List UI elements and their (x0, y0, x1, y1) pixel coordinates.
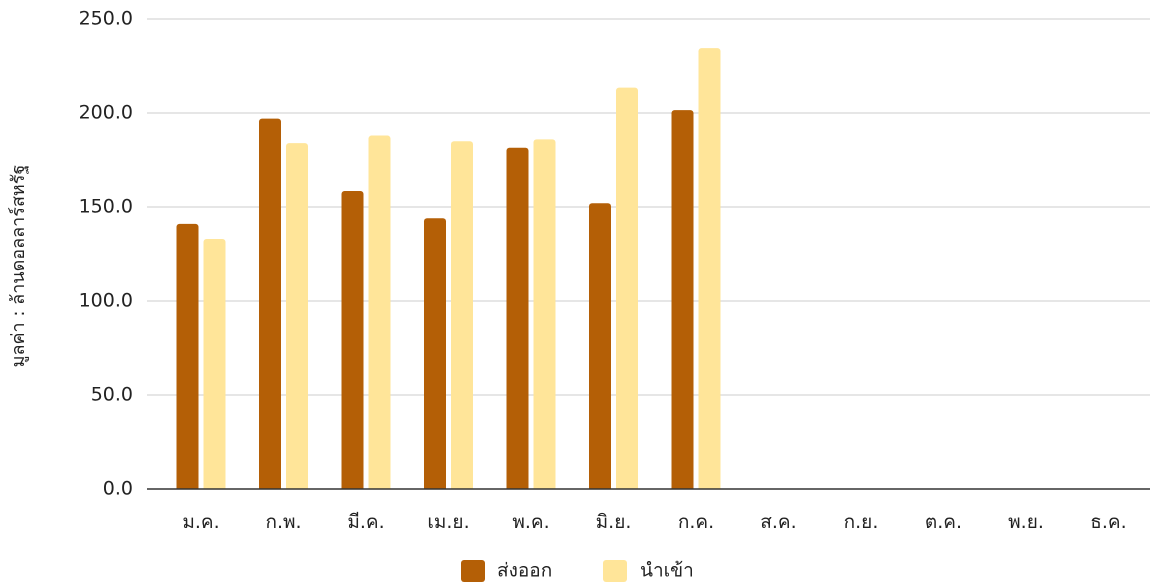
bar-import (616, 87, 638, 490)
bar-export (341, 191, 364, 489)
bar-export (176, 223, 199, 490)
y-axis-label: มูลค่า : ล้านดอลลาร์สหรัฐ (8, 165, 29, 368)
bar-import (451, 141, 473, 489)
x-tick-label: มิ.ย. (596, 511, 632, 533)
bar-base (671, 485, 694, 489)
bar-import (368, 135, 391, 489)
bar-export (424, 218, 446, 489)
y-tick-label: 50.0 (91, 384, 133, 406)
y-tick-label: 0.0 (103, 478, 133, 500)
x-tick-label: ก.ย. (844, 511, 879, 533)
x-tick-label: มี.ค. (347, 511, 384, 533)
bar-base (451, 485, 473, 489)
bar-base (424, 485, 446, 489)
y-tick-label: 250.0 (79, 8, 133, 30)
bar-base (203, 485, 226, 489)
bar-export (589, 203, 611, 490)
x-tick-label: ก.พ. (265, 511, 301, 533)
bar-base (698, 485, 721, 489)
x-tick-labels: ม.ค. ก.พ. มี.ค. เม.ย. พ.ค. มิ.ย. ก.ค. ส.ค. ก.ย. ต… (182, 511, 1126, 533)
bar-base (616, 485, 638, 489)
bar-import (533, 139, 556, 489)
bar-export (671, 110, 694, 490)
bar-import (203, 238, 226, 489)
x-tick-label: ต.ค. (925, 511, 962, 533)
y-tick-label: 150.0 (79, 196, 133, 218)
bar-export (259, 118, 281, 489)
legend-label: ส่งออก (497, 560, 552, 582)
x-tick-label: พ.ค. (512, 511, 549, 533)
x-tick-label: เม.ย. (427, 511, 469, 533)
bar-base (589, 485, 611, 489)
x-tick-label: พ.ย. (1008, 511, 1044, 533)
bar-base (286, 485, 308, 489)
bar-base (533, 485, 556, 489)
bar-import (286, 143, 308, 489)
bar-base (506, 485, 529, 489)
bar-base (368, 485, 391, 489)
y-tick-label: 100.0 (79, 290, 133, 312)
legend: ส่งออก นำเข้า (461, 560, 694, 582)
x-tick-label: ส.ค. (760, 511, 796, 533)
y-tick-labels: 0.0 50.0 100.0 150.0 200.0 250.0 (79, 8, 133, 500)
bar-import (698, 48, 721, 489)
legend-swatch (603, 560, 627, 582)
bar-base (176, 485, 199, 489)
x-tick-label: ม.ค. (182, 511, 219, 533)
bars (176, 48, 721, 490)
bar-export (506, 147, 529, 489)
gridlines (147, 18, 1150, 396)
legend-swatch (461, 560, 485, 582)
x-tick-label: ก.ค. (678, 511, 714, 533)
bar-base (341, 485, 364, 489)
x-tick-label: ธ.ค. (1090, 511, 1126, 533)
legend-label: นำเข้า (640, 560, 694, 582)
y-tick-label: 200.0 (79, 102, 133, 124)
bar-base (259, 485, 281, 489)
